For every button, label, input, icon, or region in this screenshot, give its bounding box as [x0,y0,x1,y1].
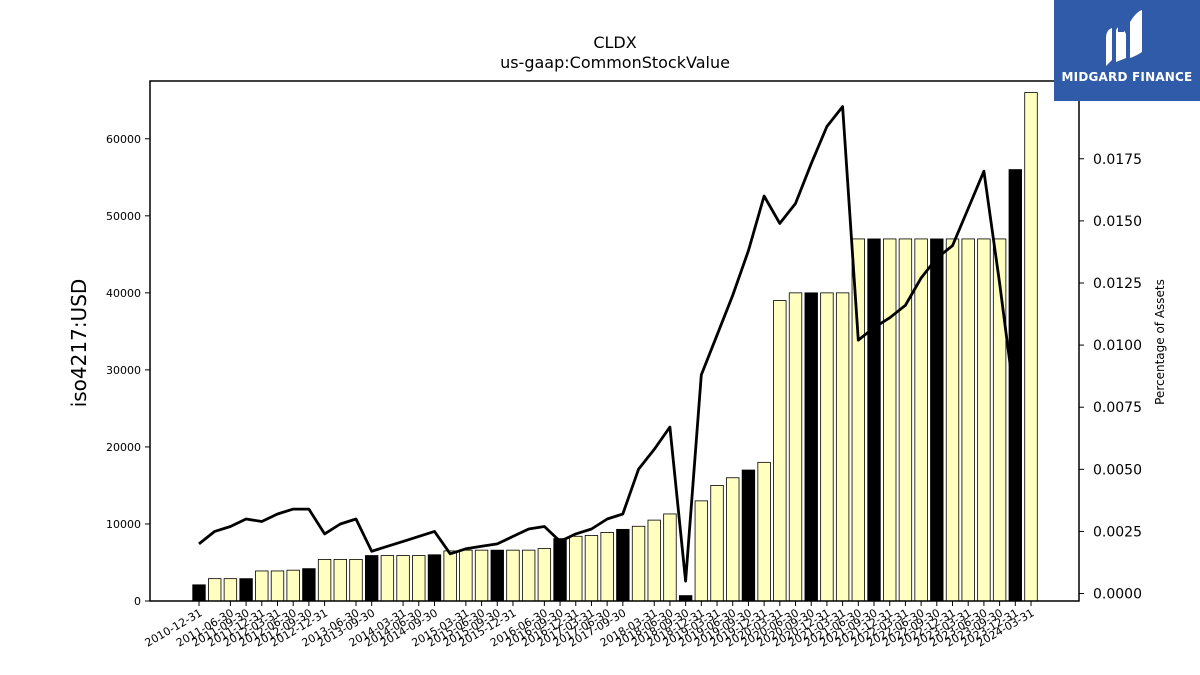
brand-logo: MIDGARD FINANCE [1054,0,1200,101]
y2-axis-label: Percentage of Assets [1153,279,1167,405]
bar-2020-09-30 [804,292,818,602]
bar-2015-12-31 [506,549,520,602]
y2-tick-label: 0.0125 [1093,276,1142,292]
percentage-line [198,105,1017,583]
bar-2015-03-31 [459,549,473,602]
bar-2016-09-30 [553,538,567,602]
bar-2014-12-31 [443,550,457,602]
chart-subtitle: us-gaap:CommonStockValue [500,53,730,72]
bar-2017-12-31 [631,525,646,602]
y2-tick-label: 0.0175 [1093,152,1142,168]
bar-2023-12-31 [1008,169,1022,602]
bar-2019-06-30 [726,477,740,602]
bar-2018-09-30 [678,595,693,602]
bar-2016-03-31 [521,549,536,602]
bar-2010-12-31 [192,584,206,602]
bar-2020-06-30 [788,292,803,602]
y-tick-label: 20000 [106,441,141,454]
bar-2014-06-30 [412,555,426,602]
bar-2017-09-30 [616,528,630,602]
line-series [198,105,1017,583]
bar-2022-03-31 [898,238,913,602]
bar-2015-06-30 [474,549,489,602]
bar-2011-12-31 [255,570,269,602]
bar-2013-03-31 [333,559,347,602]
bar-2024-03-31 [1024,92,1038,602]
bar-2012-03-31 [270,570,285,602]
bar-2022-09-30 [930,238,944,602]
bar-2011-06-30 [223,578,238,602]
y-tick-label: 50000 [106,210,141,223]
bar-2023-03-31 [961,238,975,602]
y2-tick-label: 0.0150 [1093,214,1142,230]
bar-2018-03-31 [647,519,661,602]
bar-2020-12-31 [820,292,834,602]
y-axis-label: iso4217:USD [67,279,91,408]
bar-2012-12-31 [317,559,332,602]
bar-2014-09-30 [427,554,442,602]
bar-2019-09-30 [741,469,756,602]
midgard-m-logo-icon [1106,10,1142,66]
bar-2013-06-30 [349,559,363,602]
bar-2018-06-30 [663,513,677,602]
y-tick-label: 10000 [106,518,141,531]
bar-2011-09-30 [239,578,253,602]
bar-2016-06-30 [537,548,552,602]
brand-name: MIDGARD FINANCE [1061,70,1193,84]
y2-tick-label: 0.0100 [1093,338,1142,354]
y-tick-label: 0 [134,595,141,608]
bar-2022-12-31 [945,238,960,602]
bar-2019-03-31 [710,485,724,602]
y-axis-ticks: 0 10000 20000 30000 40000 50000 60000 [106,133,150,608]
y2-tick-label: 0.0025 [1093,524,1142,540]
bar-2012-09-30 [302,568,316,602]
y-tick-label: 60000 [106,133,141,146]
bar-2021-12-31 [883,238,897,602]
bar-2014-03-31 [396,555,410,602]
bar-2015-09-30 [490,549,504,602]
y2-tick-label: 0.0000 [1093,587,1142,603]
bar-2011-03-31 [208,578,222,602]
bar-2016-12-31 [569,535,583,602]
bar-2018-12-31 [694,500,709,602]
y-tick-label: 30000 [106,364,141,377]
bar-2020-03-31 [773,300,787,602]
bar-2017-03-31 [584,535,599,602]
y2-tick-label: 0.0075 [1093,400,1142,416]
chart-title: CLDX [593,33,636,52]
bar-2012-06-30 [286,569,300,602]
bar-2019-12-31 [757,461,771,602]
bar-2021-09-30 [867,238,881,602]
y2-axis-ticks: 0.0000 0.0025 0.0050 0.0075 0.0100 0.0125 0.01… [1079,152,1142,603]
bar-2023-06-30 [977,238,991,602]
bar-2013-09-30 [364,555,379,602]
y2-tick-label: 0.0050 [1093,462,1142,478]
bar-2022-06-30 [914,238,928,602]
y-tick-label: 40000 [106,287,141,300]
plot-frame [149,80,1080,602]
x-axis-ticks: 2010-12-312011-06-302011-09-302011-12-31… [143,601,1037,650]
bar-2017-06-30 [600,532,614,602]
bar-2013-12-31 [380,555,395,602]
bar-2021-03-31 [835,292,850,602]
